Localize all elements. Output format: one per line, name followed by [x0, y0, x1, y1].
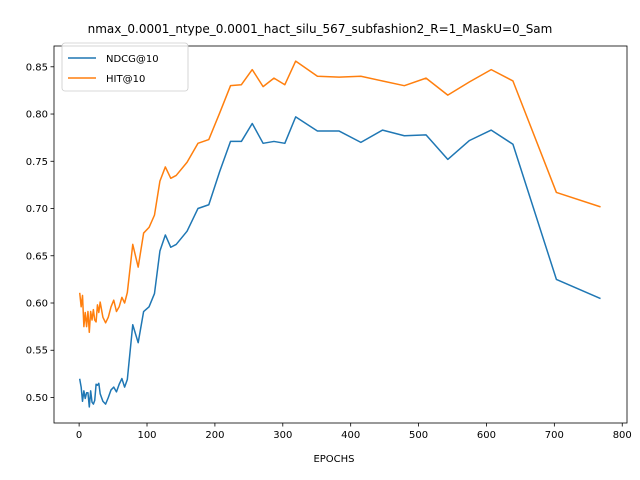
y-tick-label: 0.75 — [26, 157, 48, 168]
plot-area: 0 100 200 300 400 500 600 700 800 0.50 0.55 0.60 0.6… — [26, 42, 632, 441]
y-tick-label: 0.55 — [26, 346, 48, 357]
y-tick-label: 0.65 — [26, 251, 48, 262]
x-tick-label: 600 — [477, 430, 496, 441]
legend-box — [61, 42, 189, 92]
x-tick-label: 500 — [409, 430, 428, 441]
x-tick-label: 800 — [613, 430, 632, 441]
series-line-ndcg — [78, 116, 601, 408]
x-tick-label: 400 — [341, 430, 360, 441]
x-tick-label: 300 — [273, 430, 292, 441]
axes-frame — [53, 45, 628, 424]
chart-title: nmax_0.0001_ntype_0.0001_hact_silu_567_s… — [88, 22, 553, 36]
y-tick-label: 0.85 — [26, 62, 48, 73]
legend-label-ndcg: NDCG@10 — [106, 54, 159, 65]
x-tick-label: 100 — [137, 430, 156, 441]
y-tick-label: 0.50 — [26, 393, 48, 404]
series-line-hit — [78, 60, 601, 334]
legend: NDCG@10 HIT@10 — [61, 42, 189, 92]
x-tick-label: 200 — [205, 430, 224, 441]
x-axis-label: EPOCHS — [313, 454, 354, 465]
x-tick-label: 700 — [545, 430, 564, 441]
y-tick-label: 0.60 — [26, 299, 48, 310]
x-tick-label: 0 — [76, 430, 82, 441]
legend-label-hit: HIT@10 — [106, 74, 145, 85]
y-tick-label: 0.80 — [26, 110, 48, 121]
y-tick-label: 0.70 — [26, 204, 48, 215]
